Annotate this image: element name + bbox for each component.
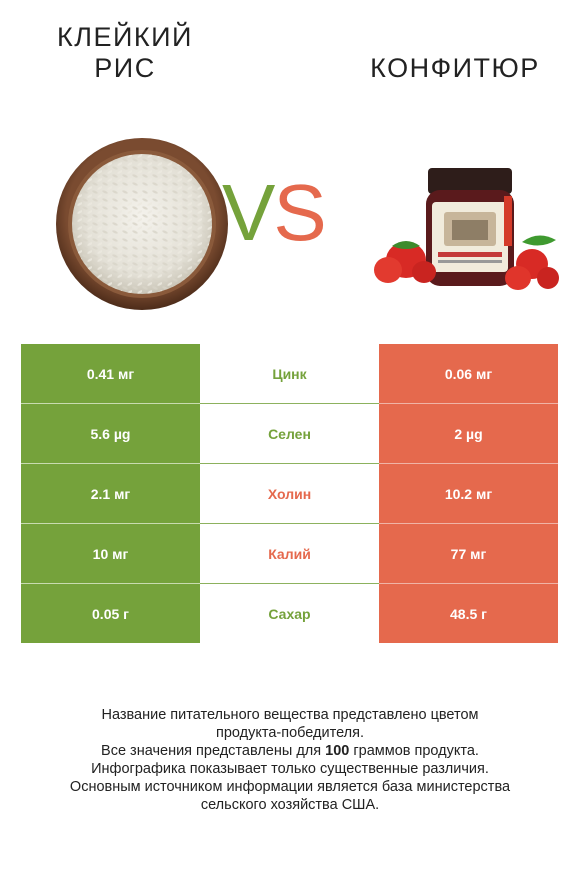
rice-bowl-image [52, 134, 232, 314]
right-value-cell: 48.5 г [379, 584, 558, 643]
row-divider [200, 583, 379, 584]
row-divider [200, 523, 379, 524]
row-divider [21, 403, 200, 404]
footnote-line-3-bold: 100 [325, 743, 350, 759]
right-value-cell: 0.06 мг [379, 344, 558, 403]
versus-label: VS [222, 163, 327, 263]
row-divider [379, 403, 558, 404]
row-divider [200, 463, 379, 464]
footnote-line-4: Инфографика показывает только существенн… [91, 761, 489, 777]
table-row: 0.41 мг Цинк 0.06 мг [21, 344, 558, 404]
left-value-cell: 10 мг [21, 524, 200, 583]
nutrient-name-cell: Холин [267, 485, 312, 502]
row-divider [200, 403, 379, 404]
right-value-cell: 10.2 мг [379, 464, 558, 523]
left-value-cell: 0.41 мг [21, 344, 200, 403]
right-product-title: КОНФИТЮР [370, 53, 540, 83]
comparison-table: 0.41 мг Цинк 0.06 мг 5.6 µg Селен 2 µg 2.1 мг Х… [21, 344, 558, 644]
footnote-line-3-pre: Все значения представлены для [101, 743, 326, 759]
jam-jar-image [372, 160, 564, 310]
nutrient-name-cell: Сахар [268, 605, 311, 622]
table-row: 5.6 µg Селен 2 µg [21, 404, 558, 464]
row-divider [21, 583, 200, 584]
footnote-line-5: Основным источником информации является … [69, 779, 511, 795]
left-value-cell: 2.1 мг [21, 464, 200, 523]
right-value-cell: 2 µg [379, 404, 558, 463]
footnote-line-3: Все значения представлены для 100 граммо… [20, 742, 560, 760]
row-divider [21, 463, 200, 464]
footnote: Название питательного вещества представл… [20, 706, 560, 814]
nutrient-name-cell: Селен [268, 425, 311, 442]
rice-bowl-illustration [56, 138, 228, 310]
footnote-line-3-post: граммов продукта. [349, 743, 479, 759]
left-value-cell: 5.6 µg [21, 404, 200, 463]
row-divider [379, 523, 558, 524]
table-row: 0.05 г Сахар 48.5 г [21, 584, 558, 644]
nutrient-name-cell: Калий [268, 545, 311, 562]
right-value-cell: 77 мг [379, 524, 558, 583]
row-divider [379, 463, 558, 464]
footnote-line-2: продукта-победителя. [215, 725, 365, 741]
vs-s-letter: S [273, 168, 326, 257]
nutrient-name-cell: Цинк [272, 365, 307, 382]
vs-v-letter: V [222, 168, 275, 257]
left-product-title: КЛЕЙКИЙ РИС [30, 22, 220, 84]
jam-jar-illustration [374, 168, 559, 290]
left-title-line-1: КЛЕЙКИЙ [57, 22, 193, 52]
footnote-line-6: сельского хозяйства США. [200, 797, 380, 813]
left-title-line-2: РИС [94, 53, 156, 83]
footnote-line-1: Название питательного вещества представл… [101, 707, 479, 723]
table-row: 10 мг Калий 77 мг [21, 524, 558, 584]
table-row: 2.1 мг Холин 10.2 мг [21, 464, 558, 524]
row-divider [21, 523, 200, 524]
row-divider [379, 583, 558, 584]
left-value-cell: 0.05 г [21, 584, 200, 643]
